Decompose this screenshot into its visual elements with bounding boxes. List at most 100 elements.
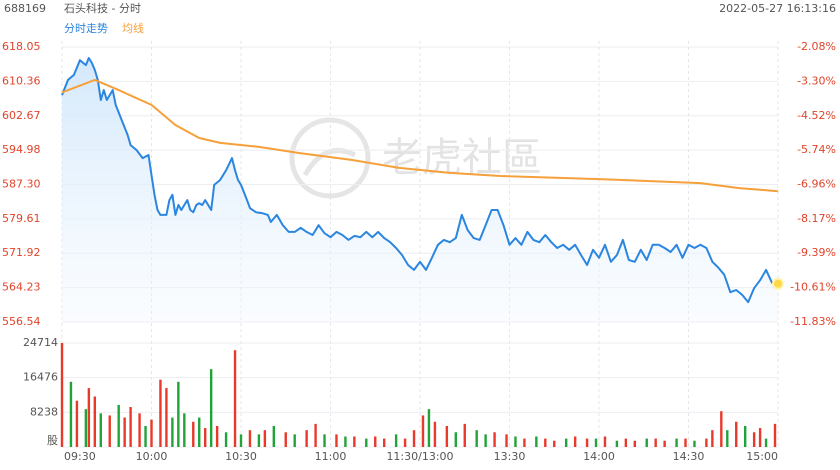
y-tick-label: 594.98: [2, 143, 41, 156]
volume-bar: [603, 436, 607, 447]
volume-bar: [535, 436, 538, 447]
volume-bar: [743, 425, 747, 447]
volume-bar: [215, 425, 219, 447]
volume-bar: [758, 428, 762, 447]
volume-bar: [171, 417, 174, 447]
stock-name: 石头科技 - 分时: [64, 1, 141, 15]
volume-bar: [585, 438, 589, 447]
legend-entry: 分时走势: [64, 22, 108, 35]
volume-bar: [344, 436, 347, 447]
volume-bar: [752, 432, 756, 447]
y2-tick-label: -6.96%: [797, 178, 836, 191]
y2-tick-label: -5.74%: [797, 143, 836, 156]
volume-bar: [633, 440, 636, 447]
volume-bar: [60, 343, 64, 447]
volume-bar: [445, 425, 449, 447]
y2-tick-label: -2.08%: [797, 40, 836, 53]
volume-bar: [263, 430, 267, 447]
volume-bar: [335, 434, 338, 447]
volume-bar: [123, 417, 126, 447]
volume-bar: [75, 400, 79, 447]
volume-bar: [544, 438, 547, 447]
volume-bar: [773, 423, 777, 447]
y-tick-label: 610.36: [2, 74, 41, 87]
volume-bar: [505, 434, 508, 447]
volume-bar: [564, 438, 568, 447]
volume-bar: [427, 409, 431, 447]
volume-bar: [69, 381, 73, 447]
volume-bar: [645, 438, 648, 447]
volume-bar: [615, 440, 619, 447]
volume-bar: [353, 436, 356, 447]
x-tick-label: 14:00: [583, 450, 615, 463]
volume-bar: [209, 369, 213, 447]
volume-bar: [284, 432, 287, 447]
volume-bar: [624, 438, 628, 447]
volume-bar: [177, 381, 180, 447]
volume-bar: [475, 430, 478, 447]
volume-bar: [663, 440, 666, 447]
volume-bar: [514, 436, 517, 447]
volume-bar: [684, 438, 687, 447]
volume-bar: [365, 438, 368, 447]
volume-bar: [87, 388, 91, 447]
volume-bar: [293, 434, 296, 447]
y-tick-label: 602.67: [2, 109, 41, 122]
volume-bar: [272, 425, 276, 447]
volume-bar: [394, 434, 398, 447]
volume-bar: [553, 440, 556, 447]
volume-bar: [493, 432, 496, 447]
y-tick-label: 564.23: [2, 281, 41, 294]
y-tick-label: 24714: [23, 336, 58, 349]
series-line: [61, 78, 779, 193]
stock-code: 688169: [4, 2, 46, 15]
volume-bar: [675, 438, 678, 447]
y-tick-label: 股: [47, 434, 58, 447]
volume-bar: [138, 413, 141, 447]
volume-bar: [144, 425, 147, 447]
volume-bar: [454, 432, 457, 447]
volume-bar: [383, 438, 386, 447]
y-tick-label: 16476: [23, 371, 58, 384]
volume-bar: [248, 430, 252, 447]
x-tick-label: 10:30: [225, 450, 257, 463]
volume-bar: [323, 434, 326, 447]
volume-bar: [204, 428, 207, 447]
volume-bar: [573, 436, 577, 447]
volume-bar: [735, 421, 738, 447]
volume-bar: [233, 350, 237, 447]
volume-bar: [654, 438, 657, 447]
series-line: [61, 57, 779, 304]
x-tick-label: 10:00: [136, 450, 168, 463]
x-tick-label: 13:30: [494, 450, 526, 463]
volume-bar: [412, 430, 416, 447]
volume-bar: [726, 430, 729, 447]
volume-bar: [720, 411, 723, 447]
volume-bar: [99, 413, 102, 447]
volume-bar: [93, 396, 97, 447]
volume-bar: [183, 413, 186, 447]
volume-bar: [463, 423, 466, 447]
volume-bar: [523, 438, 526, 447]
x-tick-label: 11:00: [315, 450, 347, 463]
volume-bar: [374, 436, 377, 447]
volume-bar: [257, 434, 261, 447]
legend-entry: 均线: [122, 21, 144, 35]
volume-bar: [159, 379, 162, 447]
volume-bar: [403, 438, 407, 447]
volume-bar: [150, 419, 153, 447]
volume-bar: [433, 421, 437, 447]
y-tick-label: 8238: [30, 405, 58, 418]
volume-bar: [192, 421, 195, 447]
price-area: [62, 58, 778, 322]
y2-tick-label: -3.30%: [797, 74, 836, 87]
x-tick-label: 11:30/13:00: [386, 450, 453, 463]
y-tick-label: 587.30: [2, 177, 41, 190]
y2-tick-label: -11.83%: [790, 315, 836, 328]
y-tick-label: 579.61: [2, 212, 41, 225]
y2-tick-label: -4.52%: [797, 109, 836, 122]
volume-bar: [239, 434, 243, 447]
volume-bar: [165, 388, 168, 447]
x-tick-label: 09:30: [64, 450, 96, 463]
